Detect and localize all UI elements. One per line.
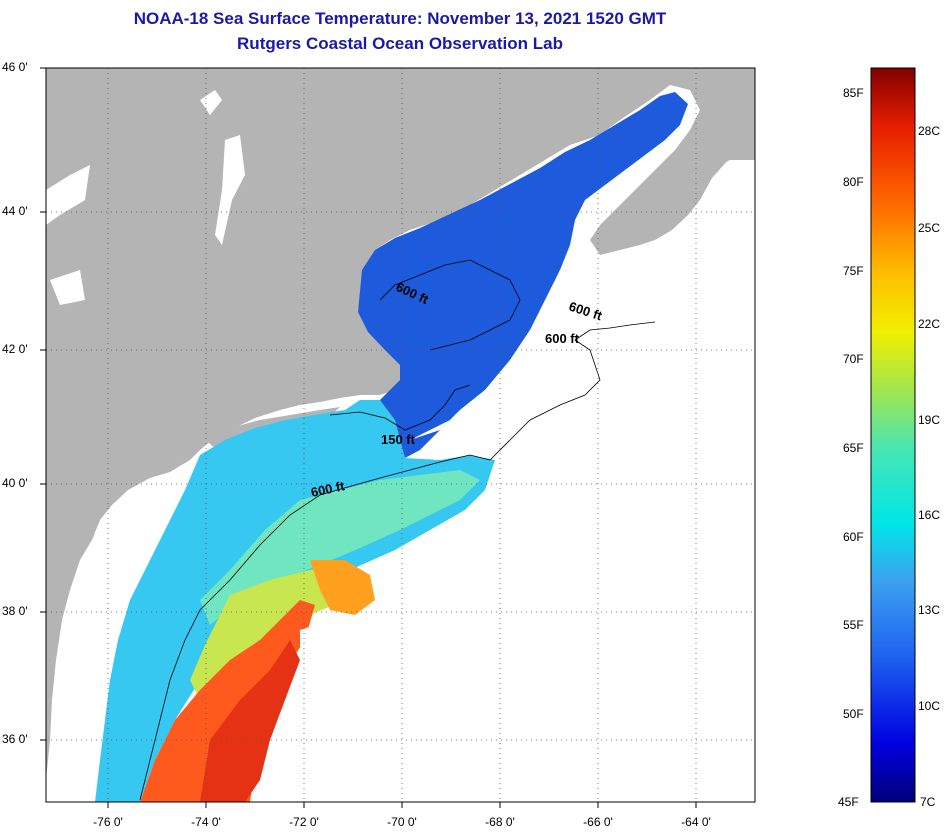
map-subtitle: Rutgers Coastal Ocean Observation Lab: [237, 34, 563, 53]
contour-line: [139, 454, 491, 801]
land-cloud-patch: [46, 165, 90, 225]
lat-label: 40 0': [2, 476, 28, 490]
water-slope: [200, 470, 480, 625]
land-cloud-patch: [215, 135, 245, 245]
lon-label: -76 0': [93, 815, 123, 829]
colorbar-label-c: 10C: [918, 699, 941, 713]
water-gulf-of-maine: [358, 92, 688, 458]
lat-label: 46 0': [2, 60, 28, 74]
colorbar: [870, 67, 916, 803]
contour-label: 600 ft: [545, 331, 580, 346]
lon-label: -72 0': [289, 815, 319, 829]
lon-label: -68 0': [485, 815, 515, 829]
colorbar-label-c: 25C: [918, 221, 941, 235]
cloud-cover: [355, 610, 385, 680]
colorbar-label-c: 16C: [918, 508, 941, 522]
colorbar-label-f: 80F: [843, 175, 864, 189]
map-frame: [45, 67, 756, 803]
colorbar-label-f: 60F: [843, 530, 864, 544]
colorbar-label-f: 50F: [843, 707, 864, 721]
lat-label: 38 0': [2, 604, 28, 618]
colorbar-label-f: 70F: [843, 352, 864, 366]
water-gulf-stream-core: [200, 640, 300, 802]
contour-line: [489, 321, 656, 461]
colorbar-label-f: 55F: [843, 618, 864, 632]
contour-label: 150 ft: [381, 432, 416, 447]
colorbar-label-f: 75F: [843, 264, 864, 278]
contour-line: [329, 384, 471, 431]
colorbar-label-c: 7C: [920, 795, 936, 809]
lat-label: 44 0': [2, 204, 28, 218]
lon-label: -66 0': [583, 815, 613, 829]
colorbar-label-f: 45F: [838, 795, 859, 809]
colorbar-label-c: 22C: [918, 317, 941, 331]
map-gridlines: [46, 68, 755, 802]
land-cloud-patch: [200, 90, 222, 115]
land-nova-scotia: [598, 110, 755, 250]
lat-label: 42 0': [2, 342, 28, 356]
lon-label: -74 0': [191, 815, 221, 829]
colorbar-label-f: 85F: [843, 86, 864, 100]
land-mainland: [46, 68, 755, 780]
map-title: NOAA-18 Sea Surface Temperature: Novembe…: [133, 9, 667, 28]
colorbar-label-f: 65F: [843, 441, 864, 455]
lon-label: -70 0': [387, 815, 417, 829]
lat-label: 36 0': [2, 732, 28, 746]
colorbar-label-c: 13C: [918, 603, 941, 617]
cloud-cover: [410, 258, 600, 440]
colorbar-label-c: 19C: [918, 413, 941, 427]
water-warm-eddy: [310, 560, 375, 615]
colorbar-label-c: 28C: [918, 124, 941, 138]
lon-label: -64 0': [681, 815, 711, 829]
water-gulf-stream: [140, 600, 315, 802]
cloud-cover: [300, 620, 350, 700]
contour-label: 600 ft: [310, 478, 347, 500]
land-cloud-patch: [50, 270, 85, 305]
contour-line: [379, 259, 521, 351]
map-ticks: [40, 67, 697, 808]
